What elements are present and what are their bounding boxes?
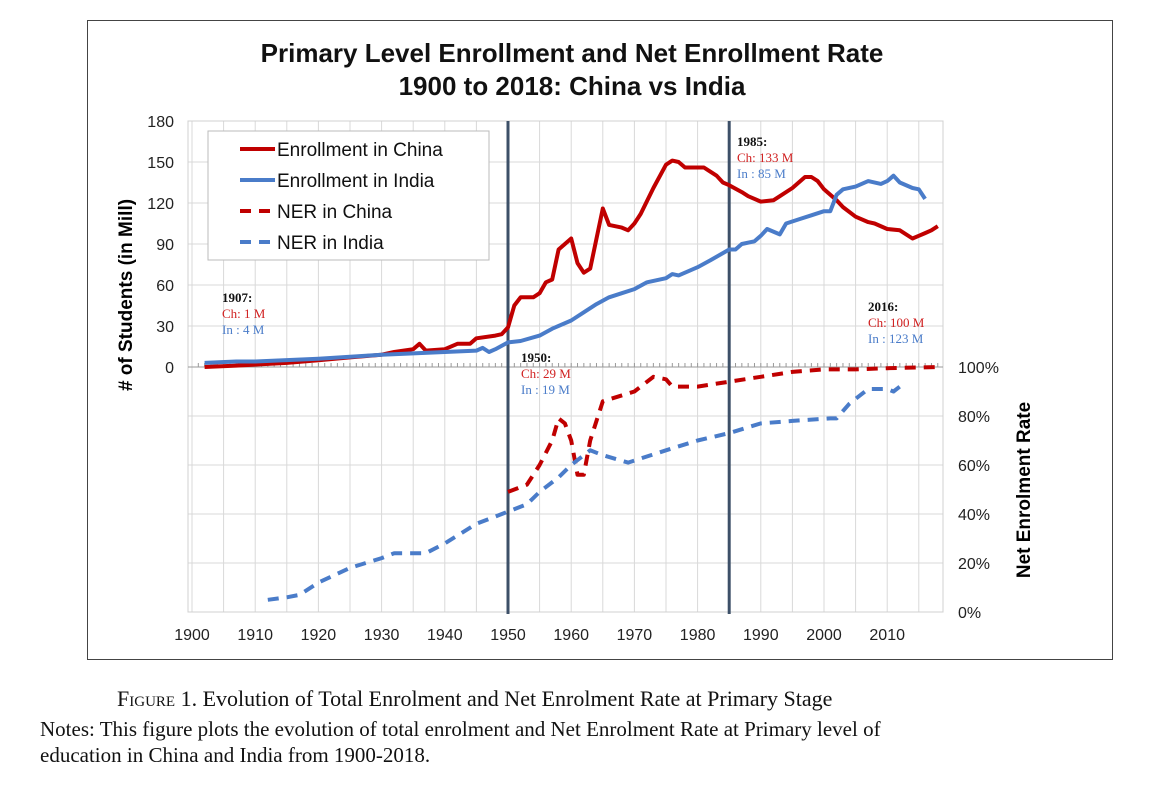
annotation-year: 2016: [868, 299, 898, 314]
annotation-india: In : 19 M [521, 382, 570, 397]
enrollment-chart: 1900 1910 1920 1930 1940 1950 1960 1970 1980 1990… [116, 38, 1035, 644]
y-tick-label-left: 90 [156, 237, 174, 254]
annotation-india: In : 123 M [868, 331, 924, 346]
series-line-enrollment-in-india [204, 173, 927, 365]
annotation-india: In : 85 M [737, 166, 786, 181]
chart-title: Primary Level Enrollment and Net Enrollm… [261, 38, 884, 68]
y-tick-label-left: 150 [147, 155, 174, 172]
annotation-year: 1985: [737, 134, 767, 149]
y-tick-label-left: 0 [165, 360, 174, 377]
annotation-india: In : 4 M [222, 322, 265, 337]
legend-label: NER in China [277, 202, 393, 223]
y-tick-label-right: 0% [958, 605, 981, 622]
y-tick-label-left: 30 [156, 319, 174, 336]
y-tick-label-left: 60 [156, 278, 174, 295]
y-tick-label-right: 60% [958, 458, 990, 475]
y-axis-label-left: # of Students (in Mill) [116, 199, 137, 391]
x-tick-label: 1960 [553, 627, 589, 644]
y-tick-label-right: 80% [958, 409, 990, 426]
y-tick-label-right: 20% [958, 556, 990, 573]
annotation-china: Ch: 100 M [868, 315, 925, 330]
y-tick-label-left: 120 [147, 196, 174, 213]
y-tick-label-right: 100% [958, 360, 999, 377]
x-tick-label: 1950 [490, 627, 526, 644]
x-tick-label: 1940 [427, 627, 463, 644]
annotation-year: 1950: [521, 350, 551, 365]
series-line-ner-in-china [507, 365, 938, 494]
y-tick-label-right: 40% [958, 507, 990, 524]
annotation-china: Ch: 1 M [222, 306, 266, 321]
chart-title: 1900 to 2018: China vs India [399, 71, 746, 101]
figure-label: Figure 1. [117, 686, 198, 711]
x-tick-label: 1990 [743, 627, 779, 644]
legend-label: Enrollment in India [277, 171, 435, 192]
y-axis-label-right: Net Enrolment Rate [1014, 402, 1035, 578]
annotation-china: Ch: 133 M [737, 150, 794, 165]
x-tick-label: 1980 [680, 627, 716, 644]
figure-title: Evolution of Total Enrolment and Net Enr… [202, 686, 833, 711]
annotation-china: Ch: 29 M [521, 366, 571, 381]
legend-box [207, 130, 490, 261]
legend-label: NER in India [277, 233, 384, 254]
x-tick-label: 1910 [237, 627, 273, 644]
x-tick-label: 1900 [174, 627, 210, 644]
figure-caption: Figure 1. Evolution of Total Enrolment a… [117, 686, 832, 712]
figure-frame [87, 20, 1113, 660]
notes-line-2: education in China and India from 1900-2… [40, 743, 431, 767]
annotation-year: 1907: [222, 290, 252, 305]
x-tick-label: 2010 [869, 627, 905, 644]
y-tick-label-left: 180 [147, 114, 174, 131]
series-line-ner-in-india [267, 385, 902, 602]
x-tick-label: 1930 [364, 627, 400, 644]
x-tick-label: 2000 [806, 627, 842, 644]
x-tick-label: 1920 [301, 627, 337, 644]
legend-label: Enrollment in China [277, 140, 443, 161]
notes-line-1: Notes: This figure plots the evolution o… [40, 717, 881, 741]
x-tick-label: 1970 [617, 627, 653, 644]
